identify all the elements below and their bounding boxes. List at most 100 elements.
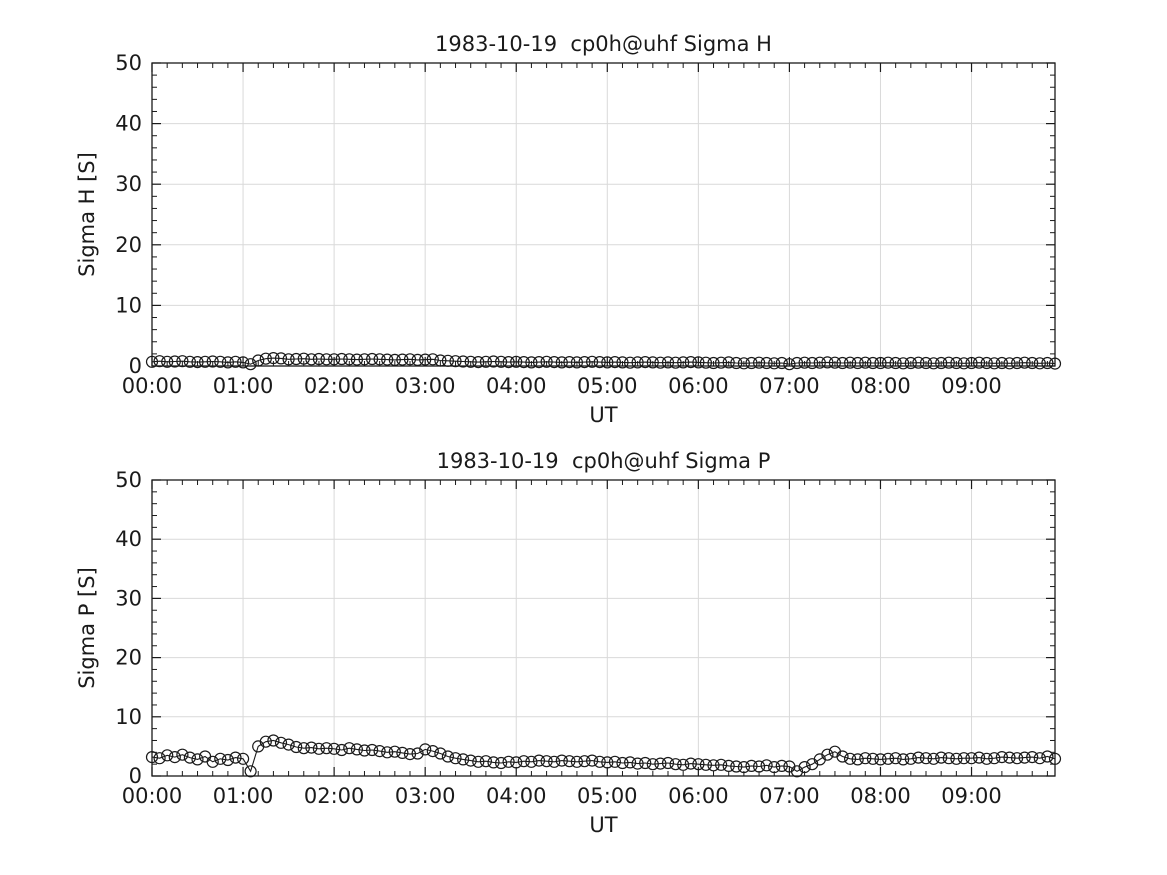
data-point	[730, 760, 743, 773]
data-point	[661, 756, 675, 770]
data-point	[623, 356, 637, 369]
data-point	[904, 752, 917, 765]
data-point	[532, 356, 546, 369]
data-point	[532, 754, 546, 767]
y-tick-label: 50	[115, 51, 142, 75]
data-point	[214, 752, 227, 765]
y-tick-label: 30	[115, 586, 142, 610]
data-point	[176, 748, 189, 761]
data-point	[836, 750, 849, 763]
data-point	[616, 356, 629, 369]
data-point	[290, 740, 303, 754]
data-point	[1018, 751, 1031, 764]
data-point	[669, 758, 682, 771]
data-point	[714, 758, 728, 771]
y-tick-label: 20	[115, 646, 142, 670]
data-point	[381, 353, 394, 366]
data-point	[373, 745, 386, 758]
data-point	[654, 757, 667, 770]
data-point	[608, 356, 622, 369]
data-point	[563, 755, 576, 768]
data-point	[578, 755, 591, 768]
data-point	[639, 356, 652, 369]
data-point	[684, 757, 697, 770]
data-point	[441, 750, 454, 763]
data-point	[320, 742, 333, 755]
data-point	[350, 353, 363, 366]
data-series	[145, 734, 1062, 778]
y-tick-label: 10	[115, 705, 142, 729]
data-point	[692, 356, 705, 369]
sigma-p-chart: 00:00 01:00 02:00 03:00 04:00 05:00 06:00 07:00…	[75, 449, 1062, 837]
x-tick-label: 05:00	[577, 784, 638, 808]
data-point	[821, 356, 834, 369]
data-point	[267, 734, 280, 747]
data-point	[684, 356, 697, 369]
data-point	[912, 751, 925, 764]
data-point	[161, 749, 174, 762]
data-point	[775, 356, 788, 370]
data-point	[259, 735, 272, 748]
data-point	[274, 736, 288, 749]
data-point	[775, 759, 788, 772]
y-tick-label: 40	[115, 527, 142, 551]
data-point	[988, 752, 1001, 765]
x-tick-label: 09:00	[941, 374, 1002, 398]
data-point	[752, 356, 766, 369]
data-point	[881, 752, 895, 765]
data-point	[305, 741, 318, 754]
x-tick-label: 01:00	[213, 374, 274, 398]
data-point	[426, 745, 439, 758]
data-point	[221, 753, 234, 767]
data-point	[229, 751, 242, 764]
data-point	[806, 356, 819, 370]
data-point	[661, 356, 675, 369]
data-point	[403, 748, 417, 761]
data-point	[578, 356, 591, 369]
data-point	[350, 743, 363, 756]
data-point	[328, 742, 341, 755]
data-point	[912, 356, 925, 369]
data-point	[988, 357, 1001, 370]
data-point	[646, 356, 659, 369]
data-point	[290, 352, 303, 366]
data-point	[548, 755, 561, 768]
data-point	[191, 753, 204, 766]
data-point	[942, 356, 955, 369]
data-point	[760, 356, 773, 370]
x-tick-label: 00:00	[122, 374, 183, 398]
x-axis-label: UT	[589, 403, 617, 427]
data-point	[935, 356, 948, 370]
data-point	[153, 752, 166, 765]
data-point	[274, 352, 288, 365]
data-point	[457, 355, 470, 368]
data-point	[790, 765, 804, 778]
data-point	[237, 752, 250, 765]
data-point	[722, 356, 735, 369]
y-axis-label: Sigma P [S]	[75, 567, 99, 689]
x-tick-label: 06:00	[668, 374, 729, 398]
data-point	[927, 752, 940, 765]
data-point	[942, 752, 955, 765]
data-point	[419, 743, 432, 756]
x-tick-label: 02:00	[304, 374, 365, 398]
data-point	[495, 355, 508, 368]
data-point	[957, 752, 971, 765]
x-tick-label: 01:00	[213, 784, 274, 808]
data-point	[616, 756, 629, 770]
data-point	[745, 759, 758, 772]
data-point	[312, 742, 325, 755]
data-point	[919, 752, 933, 765]
plot-area: 00:00 01:00 02:00 03:00 04:00 05:00 06:00 07:00…	[75, 32, 1062, 427]
data-point	[555, 754, 568, 767]
y-axis-label: Sigma H [S]	[75, 152, 99, 277]
data-point	[631, 757, 644, 770]
data-point	[396, 353, 409, 366]
data-point	[1026, 356, 1039, 370]
data-point	[479, 755, 492, 768]
x-axis-label: UT	[589, 813, 617, 837]
data-point	[980, 752, 993, 765]
y-tick-label: 30	[115, 172, 142, 196]
y-tick-label: 50	[115, 468, 142, 492]
data-point	[229, 355, 242, 368]
